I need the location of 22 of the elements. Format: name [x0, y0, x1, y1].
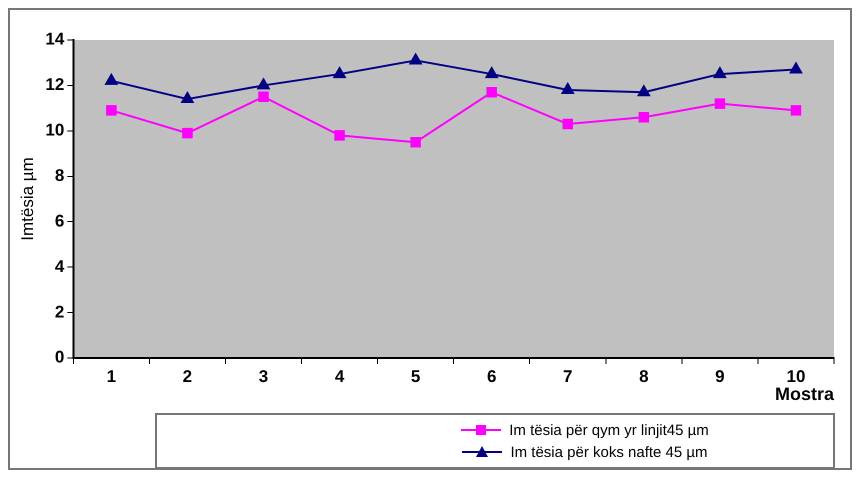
y-tick-label: 0: [54, 348, 64, 367]
y-tick-label: 14: [45, 30, 65, 49]
x-tick-label: 2: [182, 366, 192, 386]
x-tick-label: 10: [786, 366, 806, 386]
y-tick-label: 6: [54, 211, 64, 230]
y-tick-label: 10: [45, 120, 64, 140]
x-tick-label: 8: [639, 366, 649, 386]
x-axis-title: Mostra: [774, 384, 835, 404]
x-tick-label: 4: [334, 366, 345, 386]
y-tick-label: 12: [45, 75, 64, 94]
x-tick-label: 6: [486, 366, 496, 386]
x-tick-label: 1: [106, 366, 116, 386]
x-tick-label: 3: [258, 366, 268, 386]
y-tick-label: 4: [54, 256, 65, 276]
x-tick-label: 7: [563, 366, 572, 386]
y-tick-label: 8: [54, 166, 64, 185]
legend-label: Im tësia për qym yr linjit45 µm: [509, 422, 709, 438]
x-tick-label: 9: [715, 366, 725, 386]
legend-label: Im tësia për koks nafte 45 µm: [510, 444, 708, 460]
y-axis-title: Imtësia µm: [18, 157, 37, 241]
y-tick-label: 2: [54, 302, 64, 322]
x-tick-label: 5: [410, 366, 420, 386]
